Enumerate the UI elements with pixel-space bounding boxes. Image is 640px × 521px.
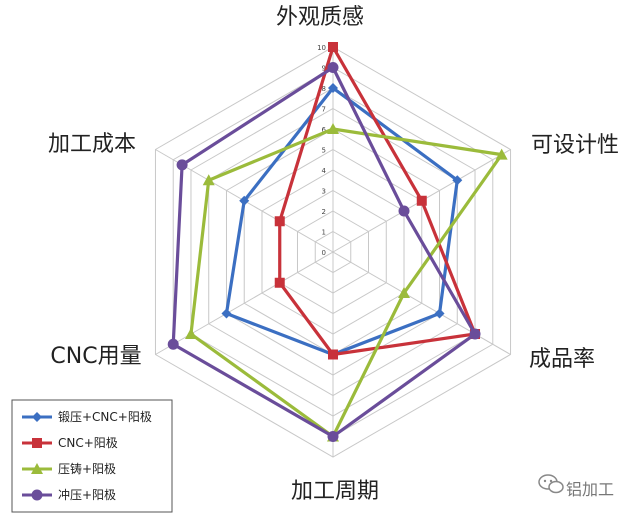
legend-label-3: 冲压+阳极 xyxy=(58,487,116,502)
radar-series xyxy=(167,42,508,442)
axis-label-1: 可设计性 xyxy=(531,133,619,158)
legend-marker-3 xyxy=(31,489,43,501)
series-1-point-5 xyxy=(274,216,285,227)
grid-spoke-2 xyxy=(332,251,511,355)
axis-label-2: 成品率 xyxy=(529,347,595,372)
series-2-point-1 xyxy=(495,148,508,160)
radar-tick-labels: 0 1 2 3 4 5 6 7 8 9 10 xyxy=(317,44,326,257)
series-3-point-5 xyxy=(176,159,188,171)
series-0-point-1 xyxy=(452,175,463,186)
watermark: 铝加工 xyxy=(538,474,614,499)
series-0 xyxy=(221,83,463,360)
axis-label-4: CNC用量 xyxy=(50,344,141,369)
tick-label-5: 5 xyxy=(322,147,326,155)
legend-label-2: 压铸+阳极 xyxy=(58,461,116,476)
series-0-point-0 xyxy=(328,83,338,93)
series-3-point-3 xyxy=(327,431,339,442)
series-1-point-0 xyxy=(328,42,338,52)
series-3-point-4 xyxy=(167,338,179,350)
series-3 xyxy=(167,62,481,442)
series-3-point-1 xyxy=(398,205,410,217)
series-3-point-0 xyxy=(327,62,339,73)
tick-label-7: 7 xyxy=(322,106,326,114)
series-1 xyxy=(274,42,481,360)
grid-spoke-4 xyxy=(155,251,334,355)
tick-label-1: 1 xyxy=(322,229,326,237)
wechat-icon xyxy=(538,474,564,494)
tick-label-0: 0 xyxy=(322,249,326,257)
series-2 xyxy=(184,123,508,442)
tick-label-10: 10 xyxy=(317,44,326,52)
series-0-point-2 xyxy=(434,308,445,319)
legend-label-1: CNC+阳极 xyxy=(58,436,118,450)
series-0-point-4 xyxy=(221,308,232,319)
series-2-point-2 xyxy=(398,287,411,298)
series-line-0 xyxy=(224,85,459,357)
tick-label-9: 9 xyxy=(322,65,326,73)
series-0-point-5 xyxy=(239,195,250,206)
series-1-point-1 xyxy=(416,195,427,206)
legend-marker-0 xyxy=(32,412,42,422)
tick-label-8: 8 xyxy=(322,85,326,93)
series-2-point-0 xyxy=(327,123,339,134)
series-3-point-2 xyxy=(469,328,481,340)
radar-grid xyxy=(154,46,512,458)
tick-label-3: 3 xyxy=(322,188,326,196)
legend: 锻压+CNC+阳极 CNC+阳极 压铸+阳极 冲压+阳极 xyxy=(11,399,173,513)
legend-marker-2 xyxy=(31,463,43,474)
axis-label-0: 外观质感 xyxy=(276,5,364,30)
legend-label-0: 锻压+CNC+阳极 xyxy=(58,410,152,424)
series-1-point-3 xyxy=(328,349,338,360)
axis-label-3: 加工周期 xyxy=(291,479,379,504)
tick-label-2: 2 xyxy=(322,208,326,216)
tick-label-6: 6 xyxy=(322,126,327,134)
series-2-point-4 xyxy=(184,328,197,339)
series-2-point-5 xyxy=(202,174,215,186)
series-1-point-4 xyxy=(274,277,285,288)
legend-marker-1 xyxy=(32,438,42,448)
axis-label-5: 加工成本 xyxy=(48,132,136,157)
tick-label-4: 4 xyxy=(322,167,327,175)
watermark-text: 铝加工 xyxy=(566,480,614,499)
